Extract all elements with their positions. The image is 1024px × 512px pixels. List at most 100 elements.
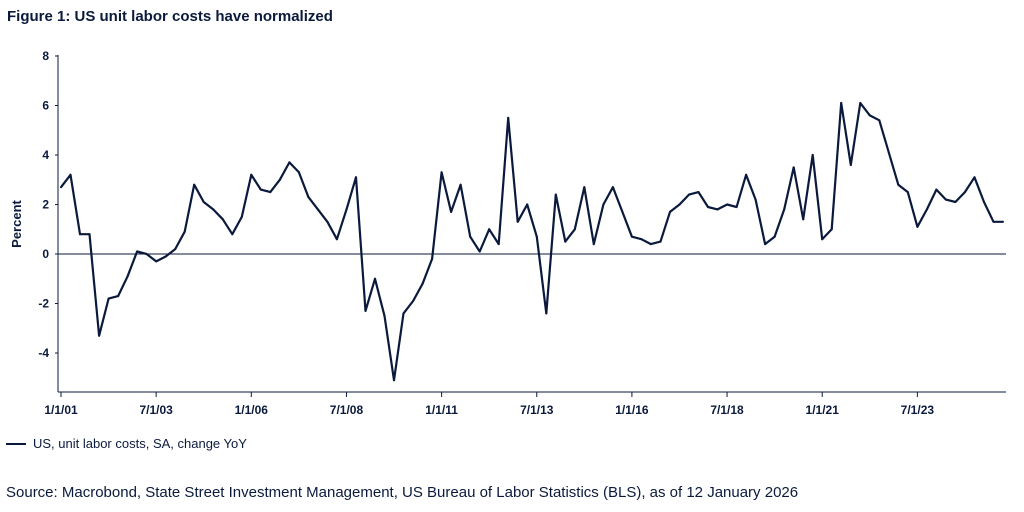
data-point: [364, 309, 367, 312]
data-point: [688, 193, 690, 196]
data-point: [488, 228, 491, 231]
y-tick-label: -4: [38, 346, 49, 360]
data-point: [307, 196, 310, 199]
data-point: [107, 297, 110, 300]
data-point: [316, 208, 319, 211]
data-point: [1002, 220, 1004, 223]
data-point: [393, 379, 395, 382]
x-tick-label: 1/1/21: [806, 403, 840, 417]
data-point: [649, 243, 652, 246]
data-point: [259, 188, 262, 191]
data-point: [326, 220, 329, 223]
data-point: [250, 173, 253, 176]
data-point: [773, 235, 776, 238]
data-point: [193, 183, 196, 186]
data-point: [602, 203, 605, 206]
data-point: [640, 238, 643, 241]
data-point: [421, 282, 424, 285]
data-point: [868, 114, 871, 117]
data-point: [944, 198, 947, 201]
data-point: [802, 218, 805, 221]
data-point: [374, 277, 376, 280]
data-point: [231, 233, 234, 236]
data-point: [478, 250, 481, 253]
data-point: [716, 208, 719, 211]
y-tick-label: 6: [42, 99, 49, 113]
data-point: [954, 201, 957, 203]
data-point: [963, 191, 966, 194]
data-point: [288, 161, 291, 164]
legend-label: US, unit labor costs, SA, change YoY: [33, 436, 247, 451]
y-tick-label: 0: [42, 247, 49, 261]
data-point: [554, 193, 557, 196]
series-line-unit-labor-costs: [60, 101, 1003, 382]
y-tick-label: 2: [42, 198, 49, 212]
data-point: [431, 257, 434, 260]
data-point: [925, 208, 928, 211]
data-point: [726, 203, 729, 206]
data-point: [583, 186, 586, 189]
y-tick-label: 4: [42, 148, 49, 162]
x-tick-label: 1/1/16: [615, 403, 649, 417]
x-tick-label: 7/1/08: [330, 403, 364, 417]
data-point: [897, 183, 900, 186]
data-point: [811, 154, 814, 156]
data-point: [526, 203, 529, 206]
legend-swatch: [6, 442, 26, 445]
x-tick-label: 1/1/06: [235, 403, 269, 417]
data-point: [145, 253, 148, 255]
y-tick-label: 8: [42, 49, 49, 63]
data-point: [887, 151, 890, 154]
x-tick-label: 7/1/03: [139, 403, 173, 417]
data-point: [535, 235, 538, 238]
y-axis-label: Percent: [9, 199, 24, 247]
x-tick-label: 1/1/01: [44, 403, 78, 417]
data-point: [60, 186, 62, 189]
data-point: [659, 240, 662, 243]
data-point: [507, 116, 510, 119]
data-point: [630, 235, 633, 238]
data-point: [764, 243, 767, 246]
data-point: [906, 191, 909, 194]
data-point: [440, 171, 443, 174]
data-point: [783, 208, 786, 211]
data-point: [669, 210, 671, 213]
data-point: [754, 198, 757, 201]
data-point: [136, 250, 139, 253]
data-point: [516, 220, 519, 223]
data-point: [916, 225, 919, 228]
data-point: [983, 201, 985, 203]
data-point: [345, 208, 348, 211]
data-point: [840, 102, 843, 104]
x-tick-label: 1/1/11: [425, 403, 458, 417]
y-tick-label: -2: [38, 297, 49, 311]
data-point: [459, 183, 462, 186]
data-point: [821, 238, 824, 241]
data-point: [450, 210, 453, 213]
data-point: [155, 260, 158, 263]
chart-area: Percent 8 6 4 2 0 -2 -4 1/1/01 7/1/03 1/1/06 7/1/…: [9, 49, 1006, 417]
data-point: [88, 233, 91, 236]
data-point: [202, 201, 205, 203]
data-point: [383, 314, 386, 317]
data-point: [497, 243, 500, 246]
data-point: [98, 334, 101, 337]
data-point: [117, 295, 120, 298]
data-point: [849, 163, 852, 166]
data-point: [469, 235, 472, 238]
data-point: [402, 312, 405, 315]
data-point: [412, 300, 415, 302]
data-point: [269, 191, 272, 194]
data-point: [174, 248, 177, 251]
data-point: [973, 176, 976, 179]
data-point: [621, 210, 624, 213]
data-point: [935, 188, 938, 191]
data-point: [735, 206, 738, 208]
data-point: [992, 220, 995, 223]
data-point: [164, 255, 167, 258]
data-point: [79, 233, 81, 236]
data-point: [678, 203, 681, 206]
x-tick-label: 7/1/23: [901, 403, 935, 417]
data-point: [830, 228, 833, 231]
data-point: [221, 218, 224, 221]
